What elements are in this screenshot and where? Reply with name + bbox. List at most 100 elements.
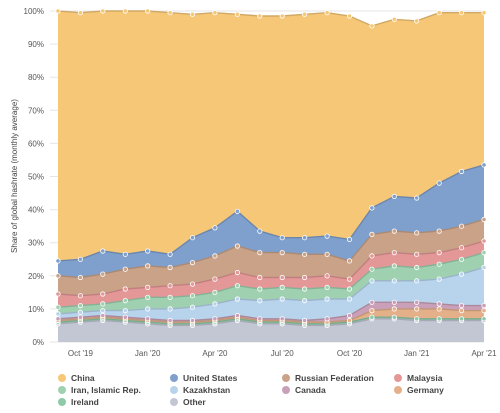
legend-item-canada[interactable]: Canada	[282, 385, 326, 395]
legend-item-china[interactable]: China	[58, 373, 95, 383]
point-malaysia	[279, 274, 285, 281]
point-ireland	[436, 316, 442, 322]
x-tick-label: Apr '21	[471, 349, 497, 358]
point-russian-federation	[122, 266, 128, 272]
point-china	[100, 8, 106, 14]
point-china	[55, 8, 61, 14]
point-united-states	[436, 180, 442, 186]
point-iran-islamic-rep	[77, 302, 84, 309]
point-canada	[481, 302, 487, 309]
point-canada	[436, 301, 442, 307]
point-united-states	[346, 236, 353, 242]
point-kazakhstan	[189, 304, 196, 310]
point-united-states	[481, 162, 487, 168]
point-russian-federation	[100, 271, 106, 277]
point-iran-islamic-rep	[324, 284, 330, 290]
legend-swatch	[170, 386, 178, 394]
point-iran-islamic-rep	[458, 256, 465, 262]
point-kazakhstan	[301, 297, 308, 304]
line-ireland	[57, 316, 484, 325]
point-iran-islamic-rep	[436, 261, 442, 267]
area-russian-federation	[58, 219, 484, 296]
point-canada	[346, 312, 353, 319]
point-united-states	[77, 256, 84, 262]
legend-item-united-states[interactable]: United States	[170, 373, 238, 383]
point-iran-islamic-rep	[279, 284, 285, 290]
point-china	[234, 11, 240, 17]
point-russian-federation	[234, 243, 240, 249]
x-tick-label: Jul '20	[271, 349, 294, 358]
point-united-states	[279, 235, 285, 241]
point-china	[346, 13, 353, 19]
legend-item-germany[interactable]: Germany	[394, 385, 444, 395]
point-china	[369, 23, 375, 29]
point-canada	[55, 316, 61, 322]
y-tick-label: 60%	[28, 139, 44, 148]
point-canada	[414, 299, 420, 305]
point-malaysia	[458, 245, 465, 251]
legend-item-kazakhstan[interactable]: Kazakhstan	[170, 385, 230, 395]
legend-item-other[interactable]: Other	[170, 397, 206, 407]
legend-swatch	[58, 374, 66, 382]
point-china	[324, 10, 330, 16]
point-russian-federation	[167, 264, 173, 271]
point-china	[279, 13, 285, 19]
y-tick-label: 50%	[28, 173, 44, 182]
point-china	[145, 8, 151, 14]
point-russian-federation	[257, 250, 263, 256]
point-iran-islamic-rep	[301, 286, 308, 292]
line-iran-islamic-rep	[57, 251, 485, 308]
point-china	[212, 10, 218, 16]
point-united-states	[145, 248, 151, 254]
legend-item-malaysia[interactable]: Malaysia	[394, 373, 443, 383]
point-germany	[346, 317, 353, 324]
point-russian-federation	[369, 231, 375, 237]
point-malaysia	[100, 291, 106, 297]
point-kazakhstan	[100, 307, 106, 314]
legend-label: Germany	[407, 385, 444, 395]
line-china	[57, 10, 484, 27]
point-ireland	[481, 316, 487, 322]
area-china	[58, 11, 484, 261]
legend-item-ireland[interactable]: Ireland	[58, 397, 99, 407]
line-russian-federation	[57, 218, 485, 279]
x-tick-label: Jan '21	[404, 349, 430, 358]
point-china	[391, 16, 397, 22]
point-kazakhstan	[167, 306, 173, 312]
point-canada	[279, 316, 285, 322]
legend-item-iran-islamic-rep[interactable]: Iran, Islamic Rep.	[58, 385, 141, 395]
point-united-states	[212, 225, 218, 231]
point-russian-federation	[77, 274, 84, 281]
area-iran-islamic-rep	[58, 252, 484, 314]
point-iran-islamic-rep	[414, 264, 420, 271]
legend-swatch	[394, 386, 402, 394]
point-malaysia	[414, 251, 420, 257]
legend-label: Iran, Islamic Rep.	[71, 385, 141, 395]
point-russian-federation	[391, 228, 397, 234]
legend-item-russian-federation[interactable]: Russian Federation	[282, 373, 374, 383]
point-germany	[481, 307, 487, 314]
point-kazakhstan	[458, 271, 465, 277]
point-iran-islamic-rep	[391, 263, 397, 269]
legend-swatch	[282, 386, 290, 394]
point-canada	[122, 314, 128, 320]
area-united-states	[58, 164, 484, 278]
area-malaysia	[58, 241, 484, 308]
line-germany	[57, 308, 484, 323]
point-canada	[458, 302, 465, 309]
point-kazakhstan	[346, 296, 353, 302]
point-malaysia	[145, 284, 151, 290]
legend-label: China	[71, 373, 95, 383]
area-canada	[58, 302, 484, 323]
line-canada	[57, 301, 484, 322]
point-china	[257, 13, 263, 19]
point-kazakhstan	[436, 276, 442, 282]
y-tick-label: 80%	[28, 73, 44, 82]
point-russian-federation	[212, 253, 218, 259]
legend-label: Malaysia	[407, 373, 443, 383]
point-russian-federation	[346, 258, 353, 264]
legend-label: United States	[183, 373, 238, 383]
point-malaysia	[189, 281, 196, 287]
point-iran-islamic-rep	[55, 304, 61, 310]
point-iran-islamic-rep	[346, 286, 353, 292]
